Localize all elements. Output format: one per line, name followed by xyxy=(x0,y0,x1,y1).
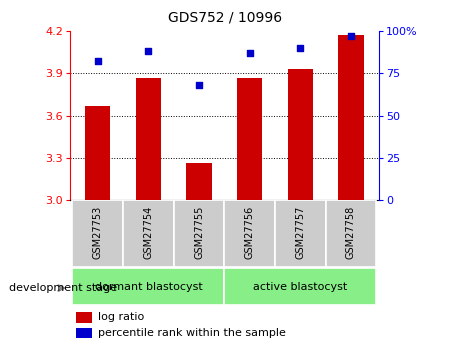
Bar xyxy=(85,106,110,200)
Text: GSM27756: GSM27756 xyxy=(245,206,255,259)
Bar xyxy=(123,200,174,267)
Bar xyxy=(275,200,326,267)
Bar xyxy=(237,78,262,200)
Bar xyxy=(136,78,161,200)
Bar xyxy=(76,312,92,323)
Point xyxy=(145,49,152,54)
Bar xyxy=(174,200,225,267)
Bar xyxy=(76,328,92,338)
Text: log ratio: log ratio xyxy=(98,312,144,322)
Point xyxy=(347,33,354,39)
Text: GSM27757: GSM27757 xyxy=(295,206,305,259)
Bar xyxy=(225,200,275,267)
Text: development stage: development stage xyxy=(9,283,117,293)
Text: GDS752 / 10996: GDS752 / 10996 xyxy=(168,10,283,24)
Bar xyxy=(225,268,376,305)
Text: GSM27758: GSM27758 xyxy=(346,206,356,259)
Bar xyxy=(288,69,313,200)
Bar xyxy=(326,200,376,267)
Text: GSM27754: GSM27754 xyxy=(143,206,153,259)
Point xyxy=(195,82,202,88)
Bar xyxy=(186,164,212,200)
Point xyxy=(94,59,101,64)
Point xyxy=(246,50,253,56)
Text: GSM27755: GSM27755 xyxy=(194,206,204,259)
Text: dormant blastocyst: dormant blastocyst xyxy=(95,282,202,292)
Text: percentile rank within the sample: percentile rank within the sample xyxy=(98,328,285,338)
Text: active blastocyst: active blastocyst xyxy=(253,282,347,292)
Bar xyxy=(338,35,364,200)
Text: GSM27753: GSM27753 xyxy=(93,206,103,259)
Point xyxy=(297,45,304,51)
Bar xyxy=(73,200,123,267)
Bar xyxy=(73,268,224,305)
